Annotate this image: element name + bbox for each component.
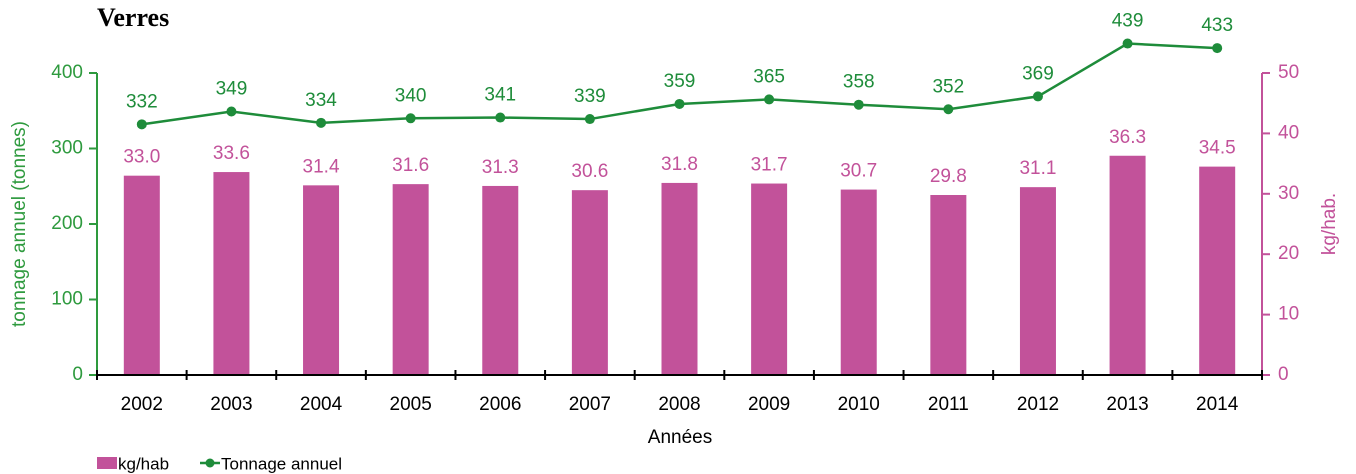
y-tick-label: 200 bbox=[51, 213, 83, 234]
y-tick-label: 400 bbox=[51, 62, 83, 83]
bar-value-label: 34.5 bbox=[1199, 138, 1236, 159]
bar-value-label: 36.3 bbox=[1109, 127, 1146, 148]
line-marker bbox=[943, 104, 954, 115]
y2-tick-label: 20 bbox=[1278, 243, 1299, 264]
x-tick-label: 2009 bbox=[748, 394, 790, 415]
y2-tick-label: 30 bbox=[1278, 183, 1299, 204]
line-marker bbox=[764, 94, 775, 105]
bar bbox=[392, 184, 429, 375]
x-tick-label: 2012 bbox=[1017, 394, 1059, 415]
bar bbox=[930, 195, 967, 375]
legend-label: kg/hab bbox=[118, 454, 169, 473]
legend-label: Tonnage annuel bbox=[221, 454, 342, 473]
chart-title: Verres bbox=[97, 3, 169, 32]
legend-swatch bbox=[97, 457, 117, 469]
bar-value-label: 29.8 bbox=[930, 166, 967, 187]
bar bbox=[840, 189, 877, 375]
y2-tick-label: 40 bbox=[1278, 122, 1299, 143]
bar bbox=[303, 185, 340, 375]
bar-value-label: 33.0 bbox=[123, 147, 160, 168]
bar-value-label: 31.6 bbox=[392, 155, 429, 176]
x-tick-label: 2008 bbox=[658, 394, 700, 415]
line-marker bbox=[405, 113, 416, 124]
bar bbox=[1109, 155, 1146, 375]
legend-swatch-marker bbox=[205, 458, 215, 468]
line-value-label: 439 bbox=[1112, 11, 1144, 32]
x-tick-label: 2006 bbox=[479, 394, 521, 415]
line-value-label: 369 bbox=[1022, 63, 1054, 84]
line-marker bbox=[674, 98, 685, 109]
y-axis-label: tonnage annuel (tonnes) bbox=[9, 121, 30, 327]
y2-axis-label: kg/hab. bbox=[1319, 193, 1340, 255]
x-tick-label: 2003 bbox=[210, 394, 252, 415]
y2-tick-label: 0 bbox=[1278, 364, 1289, 385]
line-marker bbox=[584, 114, 595, 125]
line-marker bbox=[495, 112, 506, 123]
line-marker bbox=[853, 99, 864, 110]
line-value-label: 365 bbox=[753, 66, 785, 87]
line-value-label: 339 bbox=[574, 86, 606, 107]
line-marker bbox=[1032, 91, 1043, 102]
y-tick-label: 0 bbox=[72, 364, 83, 385]
line-value-label: 359 bbox=[664, 71, 696, 92]
bar-value-label: 31.3 bbox=[482, 157, 519, 178]
bar bbox=[1019, 187, 1056, 375]
x-axis-label: Années bbox=[648, 427, 712, 448]
bar bbox=[482, 185, 519, 375]
x-tick-label: 2014 bbox=[1196, 394, 1239, 415]
bar bbox=[571, 190, 608, 375]
y-tick-label: 300 bbox=[51, 138, 83, 159]
line-marker bbox=[1122, 38, 1133, 49]
x-tick-label: 2002 bbox=[121, 394, 163, 415]
bar bbox=[751, 183, 788, 375]
x-tick-label: 2004 bbox=[300, 394, 343, 415]
x-tick-label: 2007 bbox=[569, 394, 611, 415]
line-value-label: 349 bbox=[216, 79, 248, 100]
x-tick-label: 2011 bbox=[928, 394, 969, 415]
y2-tick-label: 10 bbox=[1278, 304, 1299, 325]
bar-value-label: 33.6 bbox=[213, 143, 250, 164]
line-value-label: 334 bbox=[305, 90, 337, 111]
bar bbox=[661, 182, 698, 375]
bar bbox=[1199, 166, 1236, 375]
line-value-label: 332 bbox=[126, 91, 158, 112]
bar-value-label: 31.4 bbox=[303, 156, 340, 177]
line-value-label: 433 bbox=[1201, 15, 1233, 36]
line-value-label: 352 bbox=[932, 76, 964, 97]
line-value-label: 341 bbox=[484, 85, 516, 106]
bar bbox=[123, 175, 160, 375]
line-value-label: 340 bbox=[395, 85, 427, 106]
line-marker bbox=[226, 106, 237, 117]
bar-value-label: 31.7 bbox=[751, 155, 788, 176]
y2-tick-label: 50 bbox=[1278, 62, 1299, 83]
bar-value-label: 31.1 bbox=[1019, 158, 1056, 179]
line-marker bbox=[316, 117, 327, 128]
bar-value-label: 30.6 bbox=[571, 161, 608, 182]
bar bbox=[213, 172, 250, 375]
line-marker bbox=[136, 119, 147, 130]
line-marker bbox=[1212, 43, 1223, 54]
bar-value-label: 30.7 bbox=[840, 161, 877, 182]
x-tick-label: 2013 bbox=[1106, 394, 1148, 415]
y-tick-label: 100 bbox=[51, 289, 83, 310]
x-tick-label: 2010 bbox=[838, 394, 880, 415]
line-value-label: 358 bbox=[843, 72, 875, 93]
x-tick-label: 2005 bbox=[390, 394, 432, 415]
bar-value-label: 31.8 bbox=[661, 154, 698, 175]
